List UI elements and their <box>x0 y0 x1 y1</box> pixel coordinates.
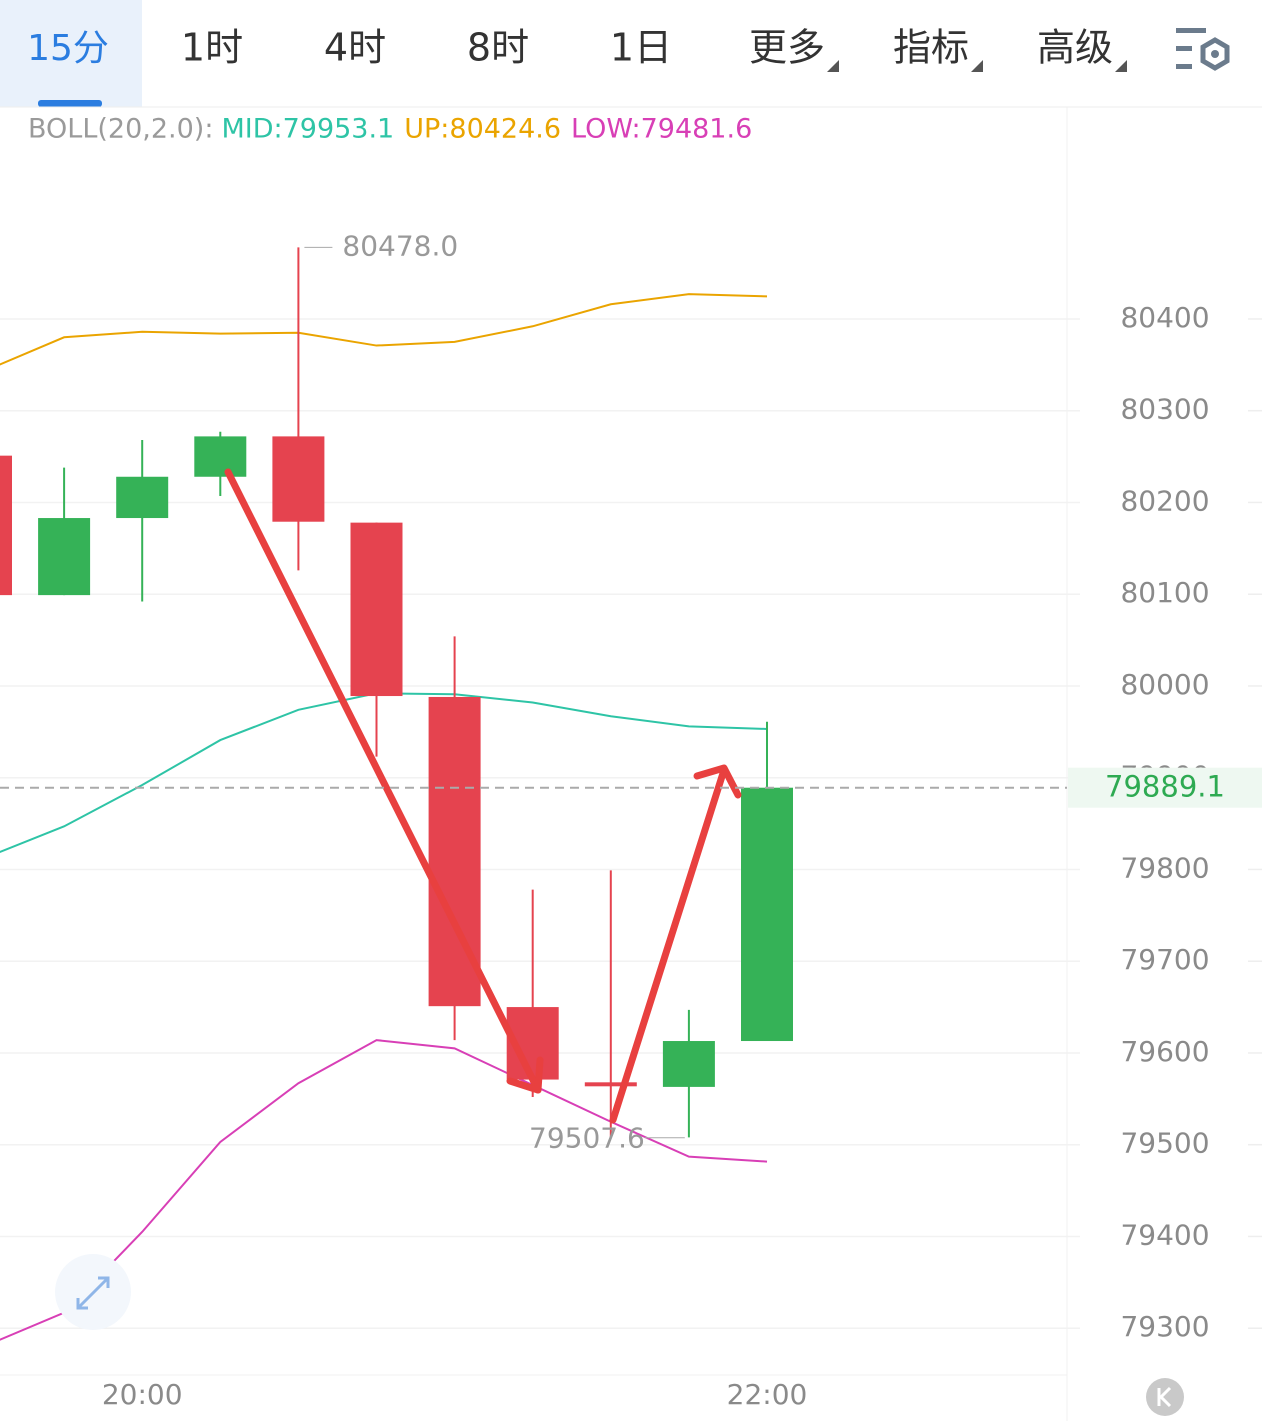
dropdown-caret <box>827 60 839 72</box>
tab[interactable]: 1日 <box>610 26 672 70</box>
tab[interactable]: 指标 <box>893 26 969 70</box>
y-tick-label: 79700 <box>1120 943 1209 976</box>
candle-body <box>584 1082 637 1087</box>
last-price-badge <box>1068 767 1262 808</box>
legend-entry: UP:80424.6 <box>404 114 561 145</box>
tab[interactable]: 高级 <box>1037 26 1113 70</box>
max-label: 80478.0 <box>342 229 458 262</box>
expand-button[interactable] <box>55 1254 131 1330</box>
tab[interactable]: 1时 <box>181 26 243 70</box>
tab-indicator <box>38 100 102 107</box>
settings-icon[interactable] <box>1176 28 1230 71</box>
arrow-down-head <box>506 1056 544 1094</box>
candle-body <box>194 436 247 477</box>
y-tick-label: 79500 <box>1120 1127 1209 1160</box>
dropdown-caret <box>1115 60 1127 72</box>
scroll-end-button[interactable] <box>1146 1378 1184 1416</box>
x-tick-label: 22:00 <box>727 1378 808 1411</box>
y-tick-label: 79600 <box>1120 1035 1209 1068</box>
min-label: 79507.6 <box>529 1122 645 1155</box>
y-tick-label: 79800 <box>1120 851 1209 884</box>
tab-selected-bg <box>0 0 142 107</box>
tab[interactable]: 8时 <box>467 26 529 70</box>
band-line <box>0 1039 768 1341</box>
band-line <box>0 293 768 366</box>
last-price-label: 79889.1 <box>1105 770 1225 804</box>
x-tick-label: 20:00 <box>102 1378 183 1411</box>
drawn-arrows <box>224 468 742 1124</box>
candle-body <box>272 436 325 522</box>
arrow-up-head <box>693 764 742 799</box>
candle-body <box>741 787 793 1042</box>
y-tick-label: 80100 <box>1120 576 1209 609</box>
y-tick-label: 80300 <box>1120 393 1209 426</box>
tab[interactable]: 15分 <box>27 28 109 69</box>
overlay: 80478.0 79507.6 79889.1 <box>0 229 1262 1155</box>
y-tick-label: 79400 <box>1120 1218 1209 1251</box>
tab-bar: 15分 1时 4时 8时 1日 更多 指标 高级 <box>0 0 1262 108</box>
arrow-up <box>609 766 728 1124</box>
y-tick-label: 80200 <box>1120 484 1209 517</box>
candle-body <box>116 476 169 519</box>
arrow-down <box>224 468 542 1094</box>
candle-body <box>662 1041 715 1087</box>
dropdown-caret <box>971 60 983 72</box>
y-tick-label: 80400 <box>1120 301 1209 334</box>
y-tick-label: 80000 <box>1120 668 1209 701</box>
grid: 7930079400795007960079700798007990080000… <box>0 301 1262 1343</box>
candle-body <box>350 522 403 697</box>
tab[interactable]: 4时 <box>324 26 386 70</box>
y-tick-label: 79300 <box>1120 1310 1209 1343</box>
legend-entry: MID:79953.1 <box>221 114 394 145</box>
legend-entry: LOW:79481.6 <box>571 114 752 145</box>
candle-body <box>0 455 12 596</box>
candle-body <box>38 518 91 596</box>
indicator-title: BOLL(20,2.0): <box>28 114 213 145</box>
tab[interactable]: 更多 <box>749 26 825 70</box>
plot-area <box>0 247 793 1341</box>
